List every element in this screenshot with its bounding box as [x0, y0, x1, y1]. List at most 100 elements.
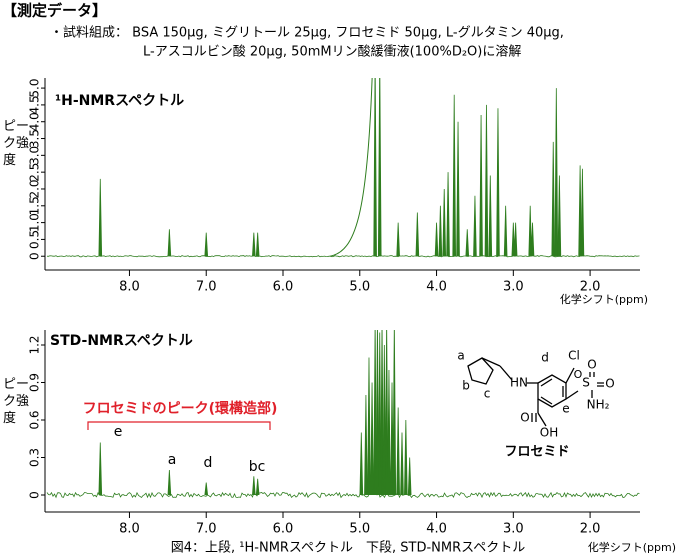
peak [373, 78, 377, 257]
x-tick-label: 8.0 [119, 522, 140, 537]
structure-label: O [574, 368, 583, 381]
y-tick-label: 4.0 [28, 112, 42, 131]
structure-label: b [462, 379, 470, 393]
peak [551, 141, 556, 257]
y-tick-label: 0 [28, 491, 42, 499]
peak [400, 432, 404, 496]
peak [503, 205, 508, 257]
peak [370, 382, 374, 496]
peak-label: bc [249, 459, 266, 475]
structure [467, 357, 604, 427]
peak [580, 168, 585, 257]
x-tick-label: 2.0 [580, 522, 601, 537]
structure-label: O [605, 377, 614, 391]
peak [528, 205, 533, 257]
y-tick-label: 5.0 [28, 79, 42, 98]
peak [167, 229, 172, 257]
highlight-bracket [87, 421, 271, 430]
peak-label: a [168, 452, 177, 468]
x-tick-label: 3.0 [503, 280, 524, 295]
y-axis-label: ピーク強度 [3, 119, 30, 168]
peak [404, 419, 408, 496]
peak [359, 432, 364, 496]
x-tick-label: 4.0 [426, 280, 447, 295]
peak [380, 330, 384, 496]
solvent-hump [330, 78, 373, 257]
x-axis-label: 化学シフト(ppm) [588, 540, 676, 554]
chart-title: ¹H-NMRスペクトル [55, 93, 184, 109]
peak [488, 175, 493, 257]
y-tick-label: 1.5 [28, 196, 42, 215]
y-tick-label: 2.5 [28, 163, 42, 182]
y-tick-label: 0 [28, 252, 42, 260]
structure-label: OH [540, 426, 558, 440]
peak [513, 222, 518, 257]
peak [373, 330, 377, 496]
peak [98, 442, 103, 496]
peak [479, 114, 483, 257]
peak [456, 121, 460, 257]
peak [167, 469, 172, 496]
peak [375, 330, 380, 496]
peak-label: e [114, 424, 123, 440]
highlight-label: フロセミドのピーク(環構造部) [83, 400, 278, 417]
peak [387, 369, 391, 496]
x-axis-label: 化学シフト(ppm) [560, 292, 648, 306]
structure-label: a [457, 349, 464, 363]
structure-label: Cl [568, 349, 580, 363]
structure-label: d [541, 351, 549, 365]
peak [496, 108, 500, 257]
y-axis-label: ピーク強度 [3, 377, 30, 426]
x-tick-label: 8.0 [119, 280, 140, 295]
x-tick-label: 2.0 [580, 280, 601, 295]
structure-label: O [520, 411, 529, 425]
structure-label: HN [510, 376, 528, 390]
peak [377, 332, 382, 496]
header-line: ・試料組成： BSA 150μg, ミグリトール 25μg, フロセミド 50μ… [50, 25, 564, 41]
caption: 図4：上段, ¹H-NMRスペクトル 下段, STD-NMRスペクトル [171, 541, 526, 556]
y-tick-label: 1.0 [28, 213, 42, 232]
peak [557, 175, 562, 257]
chart-title: STD-NMRスペクトル [50, 333, 193, 349]
x-tick-label: 7.0 [196, 280, 217, 295]
peak [377, 78, 382, 257]
y-tick-label: 3.5 [28, 129, 42, 148]
header-title: 【測定データ】 [2, 2, 107, 20]
plot [46, 78, 640, 258]
x-tick-label: 3.0 [503, 522, 524, 537]
peak [392, 330, 397, 496]
peak [530, 222, 535, 257]
peak [252, 476, 256, 496]
peak [465, 229, 470, 257]
peak [511, 222, 516, 257]
structure-label: S [582, 376, 590, 390]
baseline [46, 491, 640, 499]
peak [484, 104, 489, 257]
structure-label: e [562, 402, 569, 416]
y-tick-label: 0.9 [28, 373, 42, 392]
peak [578, 165, 582, 257]
baseline [46, 255, 640, 258]
peak [415, 212, 420, 257]
peak [364, 394, 368, 496]
peak [98, 178, 103, 257]
peak [255, 232, 260, 257]
plot [46, 330, 640, 499]
peak [446, 172, 450, 257]
x-tick-label: 5.0 [349, 522, 370, 537]
peak [554, 88, 559, 257]
peak [367, 357, 371, 496]
peak [438, 205, 443, 257]
peak [396, 222, 400, 257]
header-line: L-アスコルビン酸 20μg, 50mMリン酸緩衝液(100%D₂O)に溶解 [143, 45, 521, 60]
x-tick-label: 6.0 [273, 280, 294, 295]
y-tick-label: 1.2 [28, 335, 42, 354]
peak-label: d [204, 455, 213, 471]
x-tick-label: 7.0 [196, 522, 217, 537]
peak [396, 407, 400, 496]
y-tick-label: 3.0 [28, 146, 42, 165]
y-tick-label: 0.5 [28, 230, 42, 249]
peak [452, 94, 457, 257]
